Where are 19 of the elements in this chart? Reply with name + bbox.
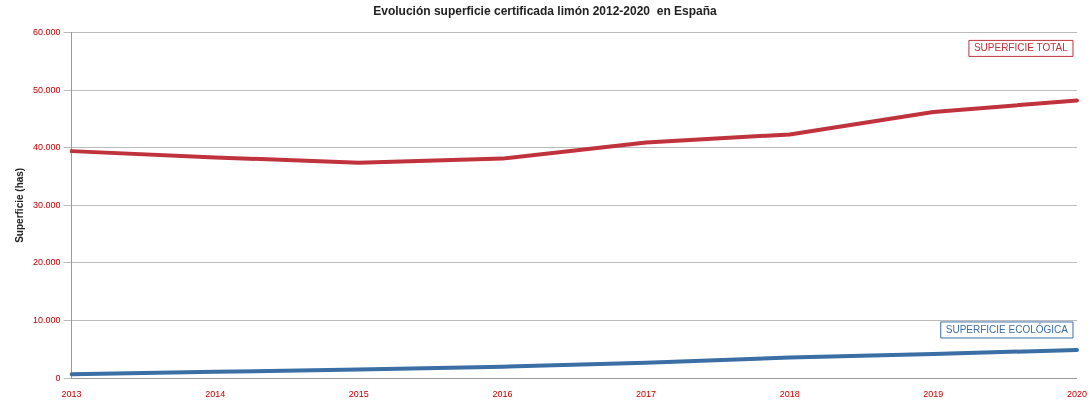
- text: SUPERFICIE TOTAL: [973, 42, 1069, 54]
- series-label: SUPERFICIE ECOLÓGICA: [945, 322, 1069, 335]
- y-tick-label: 50.000: [33, 84, 61, 95]
- y-tick-label: 20.000: [33, 257, 61, 268]
- x-tick-label: 2015: [348, 389, 369, 400]
- x-tick-label: 2013: [61, 389, 82, 400]
- chart-title: Evolución superficie certificada limón 2012-2020 en España: [373, 3, 718, 18]
- x-tick-label: 2019: [923, 389, 944, 400]
- x-tick-label: 2014: [205, 389, 226, 400]
- y-axis-title: Superficie (has): [13, 167, 25, 243]
- y-tick-label: 10.000: [33, 315, 61, 326]
- x-tick-label: 2017: [636, 389, 657, 400]
- x-tick-label: 2016: [492, 389, 513, 400]
- y-tick-label: 40.000: [33, 142, 61, 153]
- x-tick-label: 2020: [1066, 389, 1087, 400]
- y-tick-label: 30.000: [33, 199, 61, 210]
- x-tick-label: 2018: [779, 389, 800, 400]
- y-tick-label: 60.000: [33, 26, 61, 37]
- y-tick-label: 0: [55, 372, 61, 383]
